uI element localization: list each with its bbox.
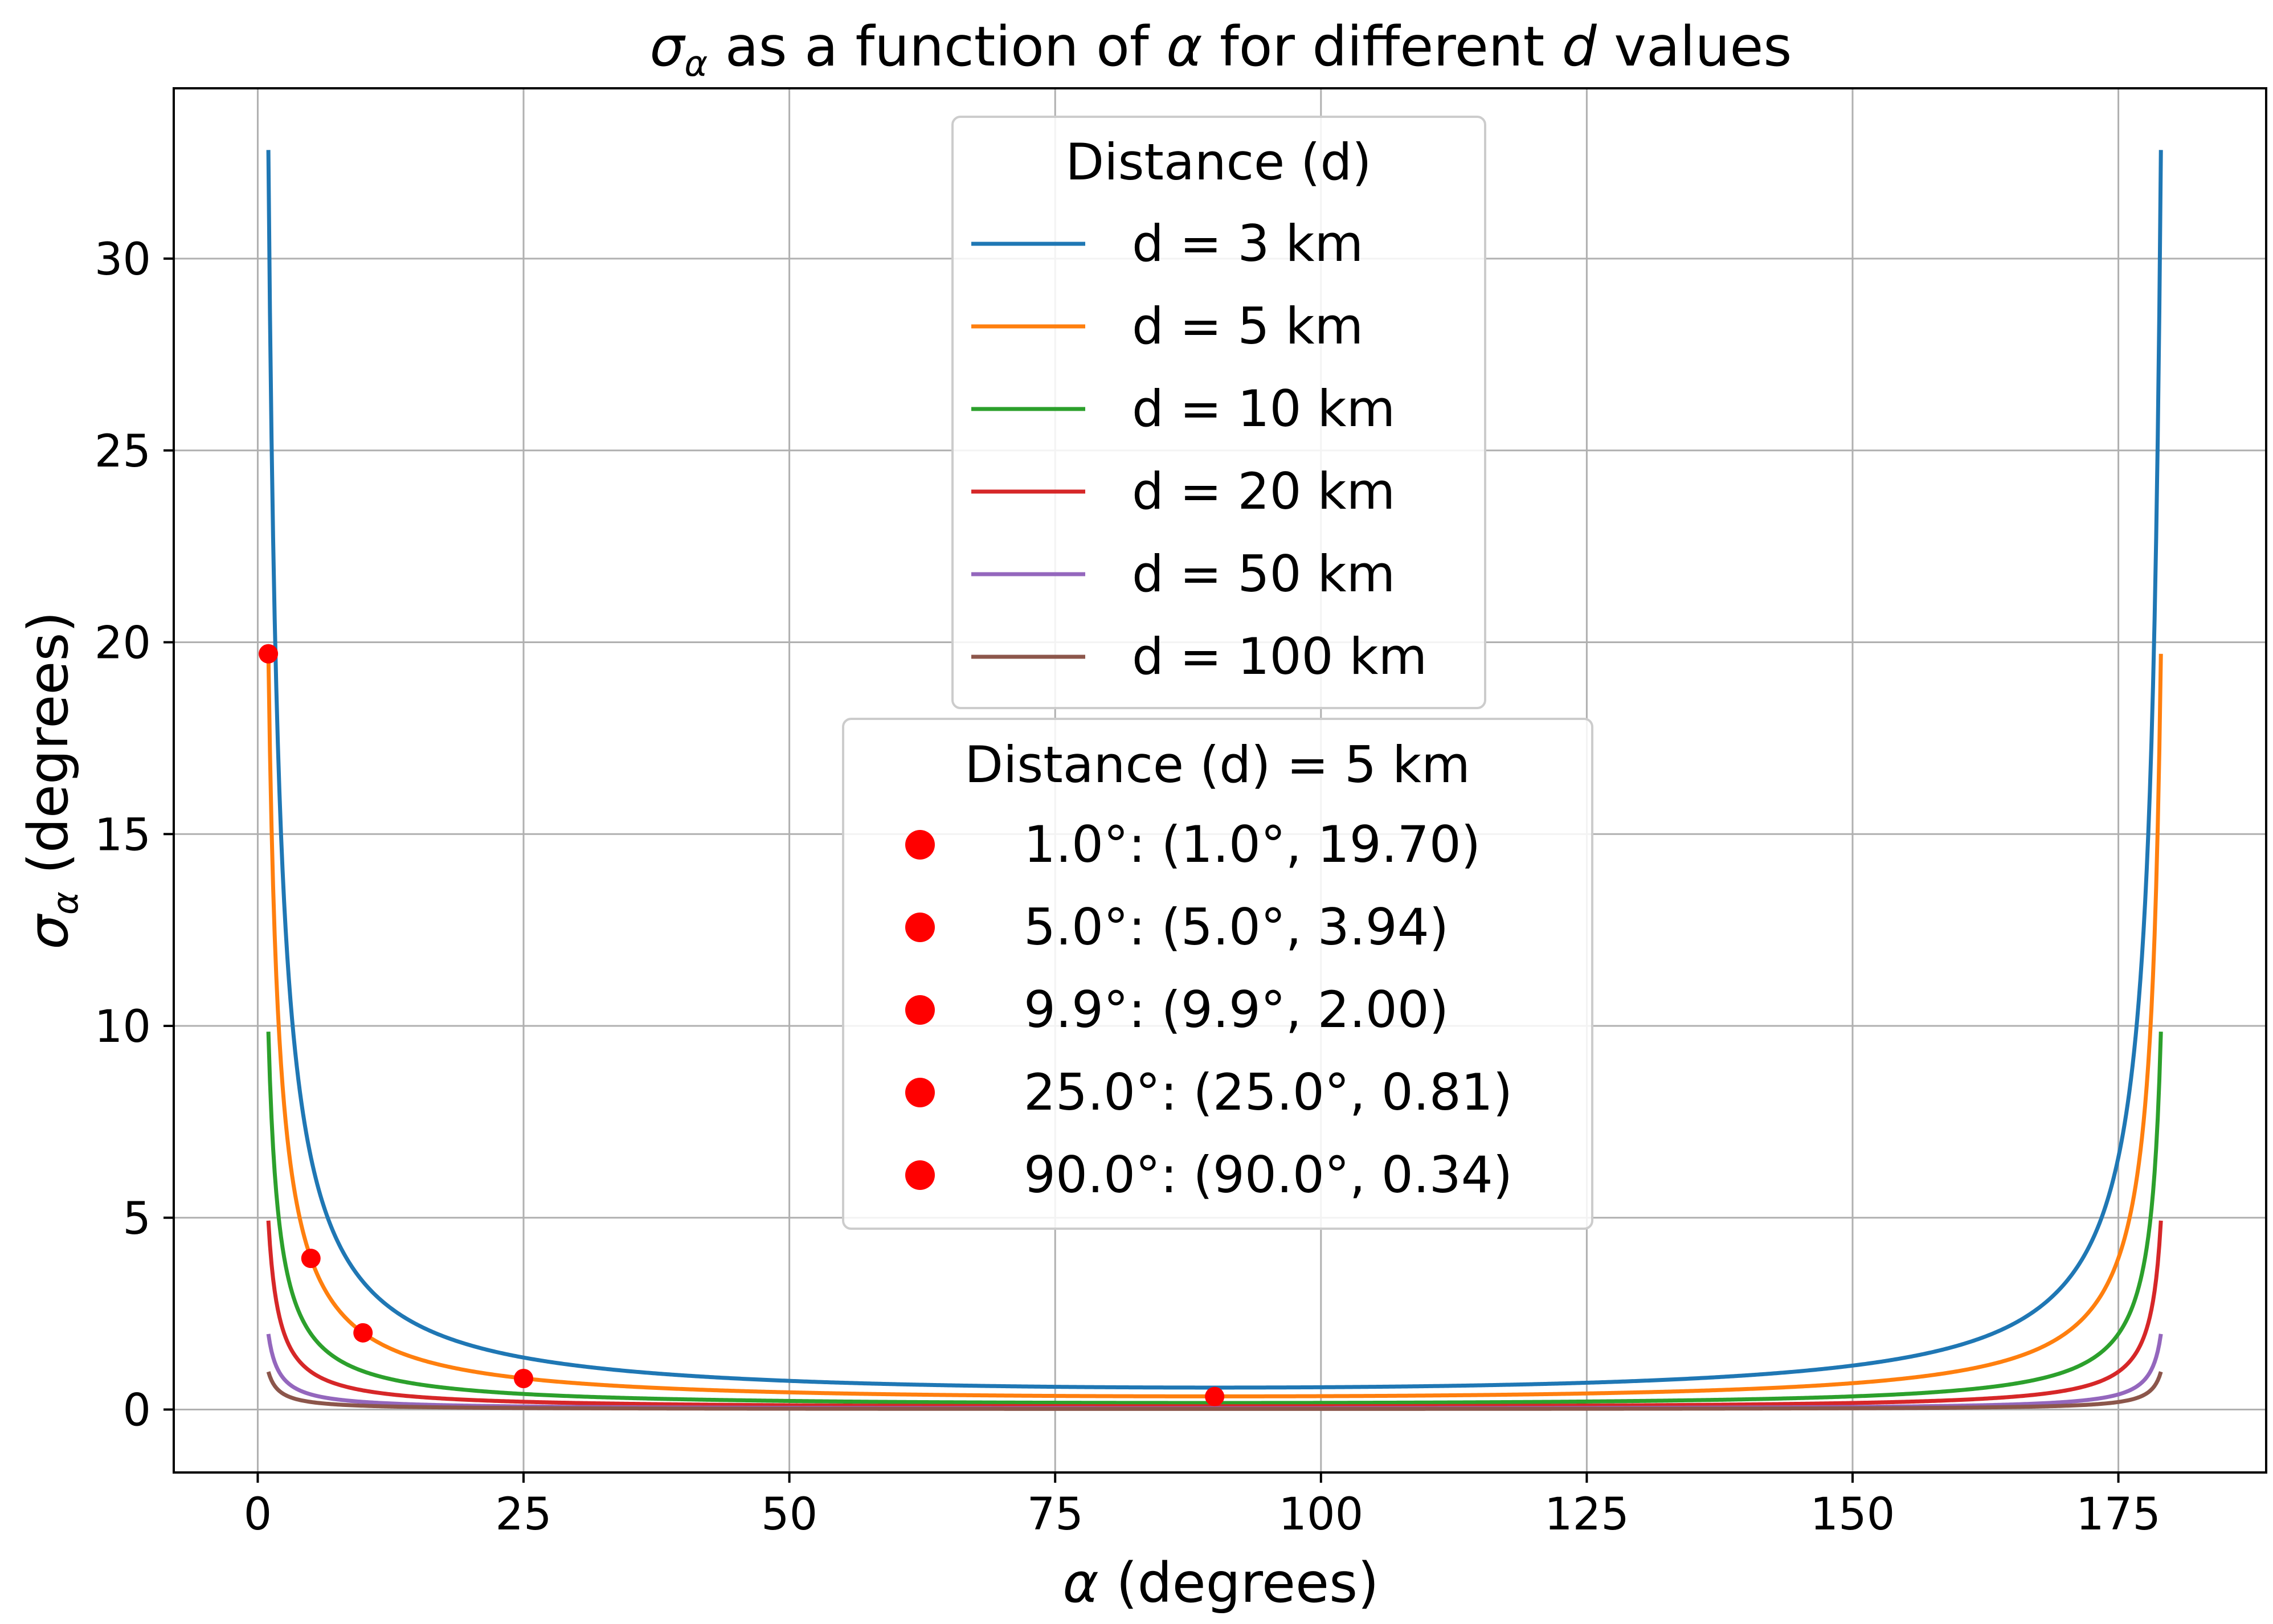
legend-distance-entry: d = 100 km (971, 627, 1427, 686)
y-tick-label: 30 (95, 234, 151, 285)
legend-point-marker (905, 830, 935, 860)
legend-distance-entry: d = 3 km (971, 214, 1363, 273)
legend-point-marker (905, 913, 935, 942)
y-tick-label: 15 (95, 809, 151, 861)
x-tick-label: 100 (1278, 1489, 1363, 1540)
y-axis-ticks: 0 5 10 15 20 25 30 (95, 234, 174, 1437)
legend-distance-entry: d = 50 km (971, 545, 1395, 603)
legend-point-marker (905, 1078, 935, 1107)
x-tick-label: 75 (1027, 1489, 1084, 1540)
legend-distance: Distance (d) d = 3 km d = 5 km d = 10 km d … (951, 116, 1486, 709)
legend-distance-label: d = 10 km (1132, 379, 1395, 438)
x-tick-label: 150 (1810, 1489, 1895, 1540)
highlight-points (259, 644, 1225, 1406)
legend-point-marker (905, 995, 935, 1025)
legend-point-marker (905, 1160, 935, 1190)
x-tick-label: 50 (761, 1489, 817, 1540)
legend-distance-entry: d = 5 km (971, 297, 1363, 355)
y-tick-label: 25 (95, 426, 151, 477)
legend-points-box (842, 718, 1593, 1230)
legend-points-title: Distance (d) = 5 km (964, 735, 1470, 794)
legend-distance-label: d = 5 km (1132, 297, 1363, 355)
y-tick-label: 0 (122, 1385, 151, 1437)
highlight-point (514, 1368, 534, 1388)
legend-point-entry: 90.0°: (90.0°, 0.34) (905, 1146, 1512, 1204)
legend-distance-label: d = 50 km (1132, 545, 1395, 603)
x-tick-label: 175 (2076, 1489, 2161, 1540)
x-tick-label: 0 (244, 1489, 272, 1540)
legend-point-label: 90.0°: (90.0°, 0.34) (1024, 1146, 1512, 1204)
legend-distance-label: d = 20 km (1132, 462, 1395, 521)
legend-point-label: 25.0°: (25.0°, 0.81) (1024, 1063, 1512, 1122)
legend-distance-entry: d = 20 km (971, 462, 1395, 521)
legend-point-entry: 5.0°: (5.0°, 3.94) (905, 898, 1449, 956)
legend-distance-label: d = 100 km (1132, 627, 1427, 686)
x-axis-ticks: 0 25 50 75 100 125 150 175 (244, 1472, 2161, 1540)
legend-point-label: 5.0°: (5.0°, 3.94) (1024, 898, 1449, 956)
highlight-point (1205, 1386, 1225, 1406)
legend-distance-label: d = 3 km (1132, 214, 1363, 273)
legend-points: Distance (d) = 5 km 1.0°: (1.0°, 19.70) 5… (842, 718, 1593, 1230)
plot-area-frame (173, 87, 2267, 1474)
x-tick-label: 25 (495, 1489, 551, 1540)
highlight-point (259, 644, 279, 664)
legend-distance-box (951, 116, 1486, 709)
legend-point-entry: 9.9°: (9.9°, 2.00) (905, 980, 1449, 1039)
legend-point-label: 9.9°: (9.9°, 2.00) (1024, 980, 1449, 1039)
legend-distance-entry: d = 10 km (971, 379, 1395, 438)
x-tick-label: 125 (1544, 1489, 1629, 1540)
highlight-point (353, 1323, 373, 1343)
series-line-d100 (266, 1371, 2163, 1411)
highlight-point (301, 1249, 321, 1269)
legend-point-entry: 25.0°: (25.0°, 0.81) (905, 1063, 1512, 1122)
y-tick-label: 5 (122, 1193, 151, 1245)
legend-point-label: 1.0°: (1.0°, 19.70) (1024, 815, 1481, 874)
y-axis-title: σα (degrees) (17, 611, 86, 950)
legend-distance-title: Distance (d) (1065, 133, 1371, 191)
chart-title: σα as a function of α for different d va… (650, 15, 1792, 84)
y-tick-label: 10 (95, 1001, 151, 1053)
legend-point-entry: 1.0°: (1.0°, 19.70) (905, 815, 1481, 874)
y-tick-label: 20 (95, 618, 151, 669)
x-axis-title: α (degrees) (1062, 1551, 1379, 1615)
